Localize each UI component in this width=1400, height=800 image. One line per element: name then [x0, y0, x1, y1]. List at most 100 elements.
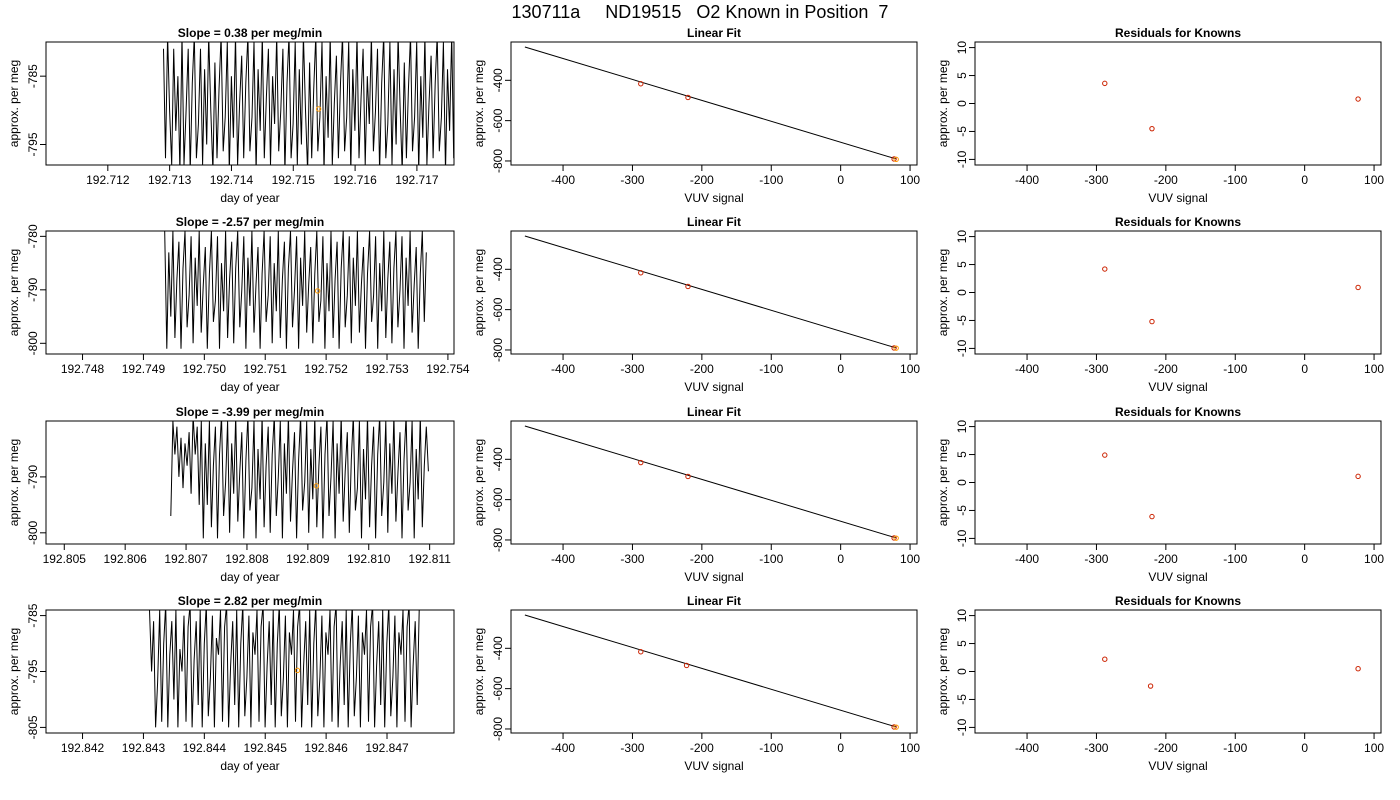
chart-4-point	[638, 270, 644, 276]
chart-11-xlabel: VUV signal	[1148, 759, 1207, 773]
chart-10-ytick-label: -600	[491, 676, 505, 700]
chart-10-xtick-label: -100	[759, 741, 783, 755]
chart-8-ytick-label: -5	[955, 505, 969, 516]
chart-11-xtick-label: 100	[1364, 741, 1384, 755]
chart-0-ytick-label: -785	[26, 64, 40, 88]
chart-4-xtick-label: -100	[759, 362, 783, 376]
chart-8-xtick-label: -300	[1084, 552, 1108, 566]
chart-4-xtick-label: -400	[551, 362, 575, 376]
chart-5-point	[1149, 318, 1155, 325]
chart-11-xtick-label: -400	[1015, 741, 1039, 755]
chart-7-point	[893, 535, 899, 541]
chart-3-xtick-label: 192.754	[426, 362, 470, 376]
chart-11-ytick-label: 10	[955, 609, 969, 623]
chart-9-xtick-label: 192.845	[244, 741, 288, 755]
chart-9-xtick-label: 192.843	[122, 741, 166, 755]
chart-10-point	[638, 649, 644, 655]
chart-4-ytick-label: -800	[491, 338, 505, 362]
chart-7-ytick-label: -800	[491, 528, 505, 552]
chart-5-xtick-label: -200	[1154, 362, 1178, 376]
chart-7-xtick-label: 100	[900, 552, 920, 566]
chart-1-ylabel: approx. per meg	[472, 60, 486, 147]
chart-5-ytick-label: 5	[955, 261, 969, 268]
chart-2-xtick-label: -200	[1154, 173, 1178, 187]
chart-4-xtick-label: -300	[620, 362, 644, 376]
chart-2-ytick-label: 5	[955, 72, 969, 79]
chart-0-marker-point	[315, 106, 322, 112]
chart-3-series-line	[164, 231, 427, 349]
chart-6-ytick-label: -800	[26, 520, 40, 544]
chart-8-xlabel: VUV signal	[1148, 570, 1207, 584]
chart-1-point	[685, 94, 691, 101]
chart-0-xtick-label: 192.717	[395, 173, 439, 187]
chart-4-ytick-label: -600	[491, 297, 505, 321]
chart-0-xtick-label: 192.714	[210, 173, 254, 187]
chart-0-xtick-label: 192.716	[333, 173, 377, 187]
chart-6-marker-point	[313, 483, 320, 489]
chart-6-xtick-label: 192.809	[286, 552, 330, 566]
chart-5-xtick-label: -400	[1015, 362, 1039, 376]
chart-1-ytick-label: -800	[491, 149, 505, 173]
chart-5-xtick-label: 100	[1364, 362, 1384, 376]
chart-4-xtick-label: 100	[900, 362, 920, 376]
chart-9-xtick-label: 192.842	[61, 741, 105, 755]
chart-9-ytick-label: -785	[26, 603, 40, 627]
chart-2-ytick-label: 10	[955, 41, 969, 55]
chart-1-point	[891, 156, 897, 162]
chart-7-xtick-label: -100	[759, 552, 783, 566]
chart-10-title: Linear Fit	[687, 594, 741, 608]
chart-9-xtick-label: 192.844	[183, 741, 227, 755]
chart-5-title: Residuals for Knowns	[1115, 215, 1241, 229]
chart-9-ytick-label: -805	[26, 715, 40, 739]
chart-2-ytick-label: 0	[955, 100, 969, 107]
chart-5-ytick-label: -10	[955, 339, 969, 357]
chart-10-fit-line	[524, 614, 897, 728]
chart-1-xtick-label: 100	[900, 173, 920, 187]
chart-2-point	[1102, 80, 1108, 87]
chart-1-point	[893, 156, 899, 163]
chart-11-point	[1147, 683, 1154, 689]
chart-10-point	[893, 724, 899, 730]
chart-11-xtick-label: -300	[1084, 741, 1108, 755]
chart-8-xtick-label: -200	[1154, 552, 1178, 566]
chart-8-point	[1102, 452, 1108, 458]
chart-1-fit-line	[524, 46, 897, 160]
chart-4-xtick-label: 0	[837, 362, 844, 376]
chart-3-xlabel: day of year	[220, 380, 279, 394]
chart-2-point	[1355, 96, 1361, 102]
chart-8-xtick-label: -100	[1223, 552, 1247, 566]
chart-7-ylabel: approx. per meg	[472, 439, 486, 526]
chart-5-xtick-label: -100	[1223, 362, 1247, 376]
chart-1-xtick-label: -100	[759, 173, 783, 187]
chart-5-frame	[974, 230, 1382, 355]
chart-3-xtick-label: 192.749	[122, 362, 166, 376]
chart-1-ytick-label: -400	[491, 68, 505, 92]
chart-8-ytick-label: 5	[955, 451, 969, 458]
chart-2-xtick-label: -400	[1015, 173, 1039, 187]
chart-7-ytick-label: -400	[491, 447, 505, 471]
chart-3-ylabel: approx. per meg	[7, 249, 21, 336]
chart-0-title: Slope = 0.38 per meg/min	[178, 26, 322, 40]
chart-11-title: Residuals for Knowns	[1115, 594, 1241, 608]
chart-5-xlabel: VUV signal	[1148, 380, 1207, 394]
chart-5-point	[1102, 266, 1108, 272]
chart-10-ytick-label: -400	[491, 636, 505, 660]
chart-2-title: Residuals for Knowns	[1115, 26, 1241, 40]
chart-8-xtick-label: 100	[1364, 552, 1384, 566]
chart-0-ylabel: approx. per meg	[7, 60, 21, 147]
chart-8-xtick-label: 0	[1301, 552, 1308, 566]
chart-7-fit-line	[524, 425, 897, 539]
chart-3-ytick-label: -800	[26, 331, 40, 355]
chart-5-point	[1355, 284, 1361, 291]
chart-11-ytick-label: -10	[955, 718, 969, 736]
chart-0-xtick-label: 192.713	[148, 173, 192, 187]
chart-2-ytick-label: -10	[955, 150, 969, 168]
chart-4-ytick-label: -400	[491, 257, 505, 281]
chart-6-xtick-label: 192.811	[408, 552, 451, 566]
chart-7-frame	[510, 420, 918, 545]
chart-5-ylabel: approx. per meg	[936, 249, 950, 336]
page-title: 130711a ND19515 O2 Known in Position 7	[511, 2, 889, 22]
chart-0-xlabel: day of year	[220, 191, 279, 205]
chart-3-xtick-label: 192.750	[183, 362, 227, 376]
chart-6-xtick-label: 192.805	[43, 552, 87, 566]
